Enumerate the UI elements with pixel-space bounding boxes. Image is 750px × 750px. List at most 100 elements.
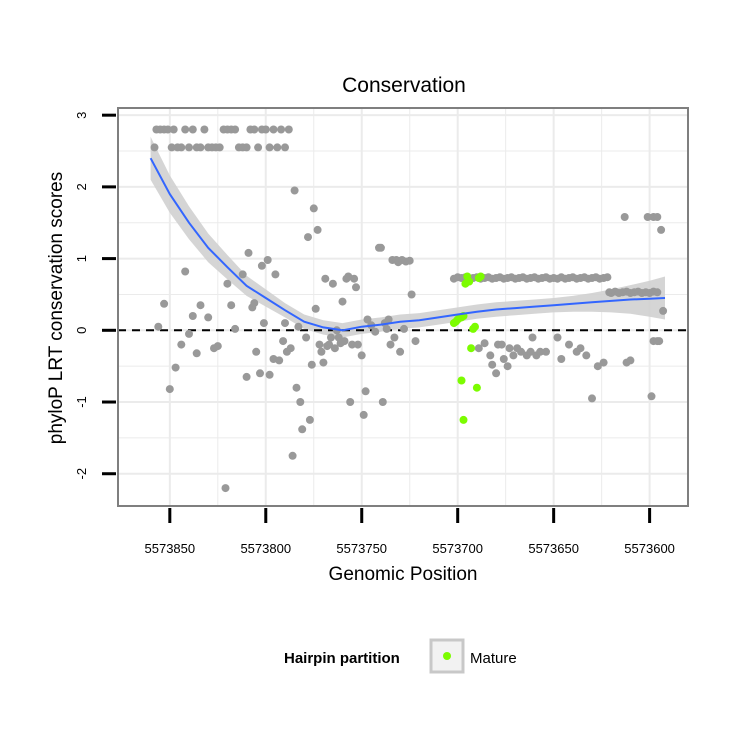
other-point bbox=[361, 387, 370, 396]
other-point bbox=[265, 370, 274, 379]
other-point bbox=[576, 344, 585, 353]
other-point bbox=[290, 186, 299, 195]
other-point bbox=[256, 369, 264, 378]
other-point bbox=[163, 125, 172, 134]
other-point bbox=[400, 324, 408, 333]
other-point bbox=[659, 306, 668, 315]
other-point bbox=[407, 290, 416, 299]
other-point bbox=[327, 333, 335, 342]
mature-point bbox=[465, 277, 474, 286]
other-point bbox=[363, 315, 372, 324]
other-point bbox=[298, 425, 307, 434]
other-point bbox=[302, 333, 311, 342]
other-point bbox=[653, 288, 662, 297]
other-point bbox=[480, 339, 489, 348]
other-point bbox=[553, 333, 562, 342]
other-point bbox=[655, 337, 664, 346]
other-point bbox=[169, 125, 178, 134]
other-point bbox=[177, 340, 186, 349]
other-point bbox=[509, 351, 518, 360]
other-point bbox=[296, 398, 305, 406]
other-point bbox=[411, 337, 420, 346]
plot-panel bbox=[117, 107, 689, 507]
x-tick-label: 5573650 bbox=[528, 541, 579, 556]
other-point bbox=[599, 358, 608, 367]
other-point bbox=[603, 273, 612, 282]
other-point bbox=[167, 143, 176, 152]
legend-label-mature: Mature bbox=[470, 650, 517, 667]
other-point bbox=[185, 329, 193, 338]
other-point bbox=[231, 324, 240, 333]
other-point bbox=[231, 125, 240, 134]
other-point bbox=[284, 125, 293, 134]
other-point bbox=[305, 415, 314, 424]
legend-marker-mature bbox=[443, 652, 451, 660]
mature-point bbox=[467, 344, 476, 353]
other-point bbox=[352, 283, 360, 292]
other-point bbox=[325, 340, 334, 349]
other-point bbox=[250, 299, 259, 308]
y-tick-label: 2 bbox=[74, 183, 89, 190]
other-point bbox=[384, 315, 393, 324]
other-point bbox=[286, 344, 295, 353]
y-tick-label: 1 bbox=[74, 255, 89, 262]
other-point bbox=[252, 347, 261, 356]
other-point bbox=[177, 143, 186, 152]
other-point bbox=[517, 347, 525, 356]
other-point bbox=[338, 297, 347, 306]
x-tick-label: 5573700 bbox=[432, 541, 483, 556]
other-point bbox=[653, 213, 662, 221]
other-point bbox=[269, 125, 278, 134]
other-point bbox=[288, 451, 297, 460]
other-point bbox=[259, 319, 268, 328]
mature-point bbox=[457, 376, 466, 385]
other-point bbox=[215, 143, 224, 152]
other-point bbox=[488, 360, 497, 369]
other-point bbox=[319, 358, 328, 367]
other-point bbox=[340, 337, 349, 346]
other-point bbox=[557, 355, 566, 363]
other-point bbox=[181, 267, 190, 276]
other-point bbox=[165, 385, 174, 394]
other-point bbox=[242, 143, 251, 152]
other-point bbox=[265, 143, 274, 152]
other-point bbox=[497, 340, 506, 349]
other-point bbox=[499, 355, 508, 363]
plot-border bbox=[117, 107, 689, 507]
other-point bbox=[330, 344, 339, 353]
other-point bbox=[181, 125, 190, 134]
other-point bbox=[542, 347, 550, 356]
other-point bbox=[279, 337, 288, 346]
other-point bbox=[200, 125, 209, 134]
data-points bbox=[150, 125, 668, 493]
other-point bbox=[257, 261, 266, 270]
other-point bbox=[620, 213, 629, 221]
other-point bbox=[221, 484, 230, 493]
other-point bbox=[188, 125, 197, 134]
other-point bbox=[244, 248, 253, 257]
mature-point bbox=[472, 383, 481, 392]
y-tick-label: -1 bbox=[74, 396, 89, 408]
other-point bbox=[626, 356, 635, 365]
other-point bbox=[271, 270, 280, 279]
smooth-trend-line bbox=[149, 157, 666, 332]
other-point bbox=[307, 360, 316, 369]
other-point bbox=[227, 301, 236, 310]
mature-point bbox=[471, 322, 479, 331]
other-point bbox=[275, 356, 284, 365]
y-tick-label: -2 bbox=[74, 468, 89, 480]
other-point bbox=[350, 274, 359, 283]
other-point bbox=[250, 125, 259, 134]
other-point bbox=[192, 349, 201, 358]
y-tick-label: 3 bbox=[74, 112, 89, 119]
other-point bbox=[281, 319, 289, 328]
other-point bbox=[378, 398, 387, 406]
other-point bbox=[309, 204, 318, 213]
x-axis-label: Genomic Position bbox=[329, 564, 478, 585]
other-point bbox=[405, 256, 414, 265]
other-point bbox=[315, 340, 324, 349]
other-point bbox=[150, 143, 159, 152]
other-point bbox=[311, 304, 320, 313]
other-point bbox=[474, 344, 483, 353]
